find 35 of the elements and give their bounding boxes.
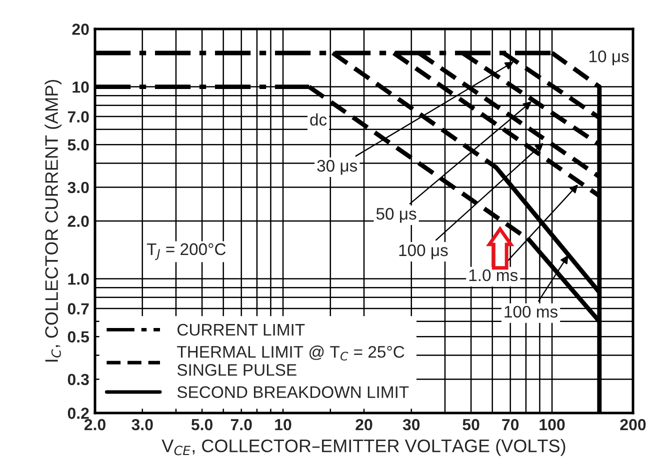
x-tick-label: 2.0 [84,418,106,430]
annotation: 10 μs [590,50,629,66]
y-tick-label: 5.0 [68,139,89,151]
legend-label: SECOND BREAKDOWN LIMIT [177,386,409,398]
annotation: 30 μs [317,160,358,175]
annotation: dc [310,113,327,126]
y-tick-label: 1.0 [68,273,89,285]
annotation: 50 μs [376,208,416,223]
x-tick-label: 20 [356,418,372,430]
x-tick-label: 5.0 [191,418,212,430]
y-tick-label: 10 [72,81,89,93]
legend-label: CURRENT LIMIT [178,324,305,336]
x-tick-label: 100 [540,418,565,430]
x-tick-label: 200 [620,418,646,430]
x-tick-label: 7.0 [230,418,252,430]
text: THERMAL LIMIT @ T$_{C}$ = 25°C SINGLE PULSE [177,346,404,376]
y-tick-label: 0.5 [68,331,89,343]
x-tick-label: 70 [502,418,519,430]
y-tick-label: 0.3 [68,374,89,386]
x-tick-label: 10 [275,418,292,430]
x-tick-label: 50 [462,418,480,430]
y-tick-label: 0.2 [68,408,89,419]
annotation: T$_{J}$ = 200°C [146,243,226,260]
y-tick-label: 7.0 [68,111,89,122]
y-tick-label: 3.0 [68,182,89,194]
x-axis-title: V$_{CE}$, COLLECTOR–EMITTER VOLTAGE (VOLTS) [162,439,566,456]
x-tick-label: 3.0 [132,418,153,430]
y-tick-label: 2.0 [68,216,89,227]
y-tick-label: 20 [72,24,89,35]
x-tick-label: 30 [402,418,420,430]
annotation: 100 μs [399,244,448,260]
annotation: 1.0 ms [469,269,518,282]
y-tick-label: 0.7 [68,303,89,314]
annotation: 100 ms [504,306,558,318]
y-axis-title: I$_{C}$, COLLECTOR CURRENT (AMP) [44,80,62,362]
